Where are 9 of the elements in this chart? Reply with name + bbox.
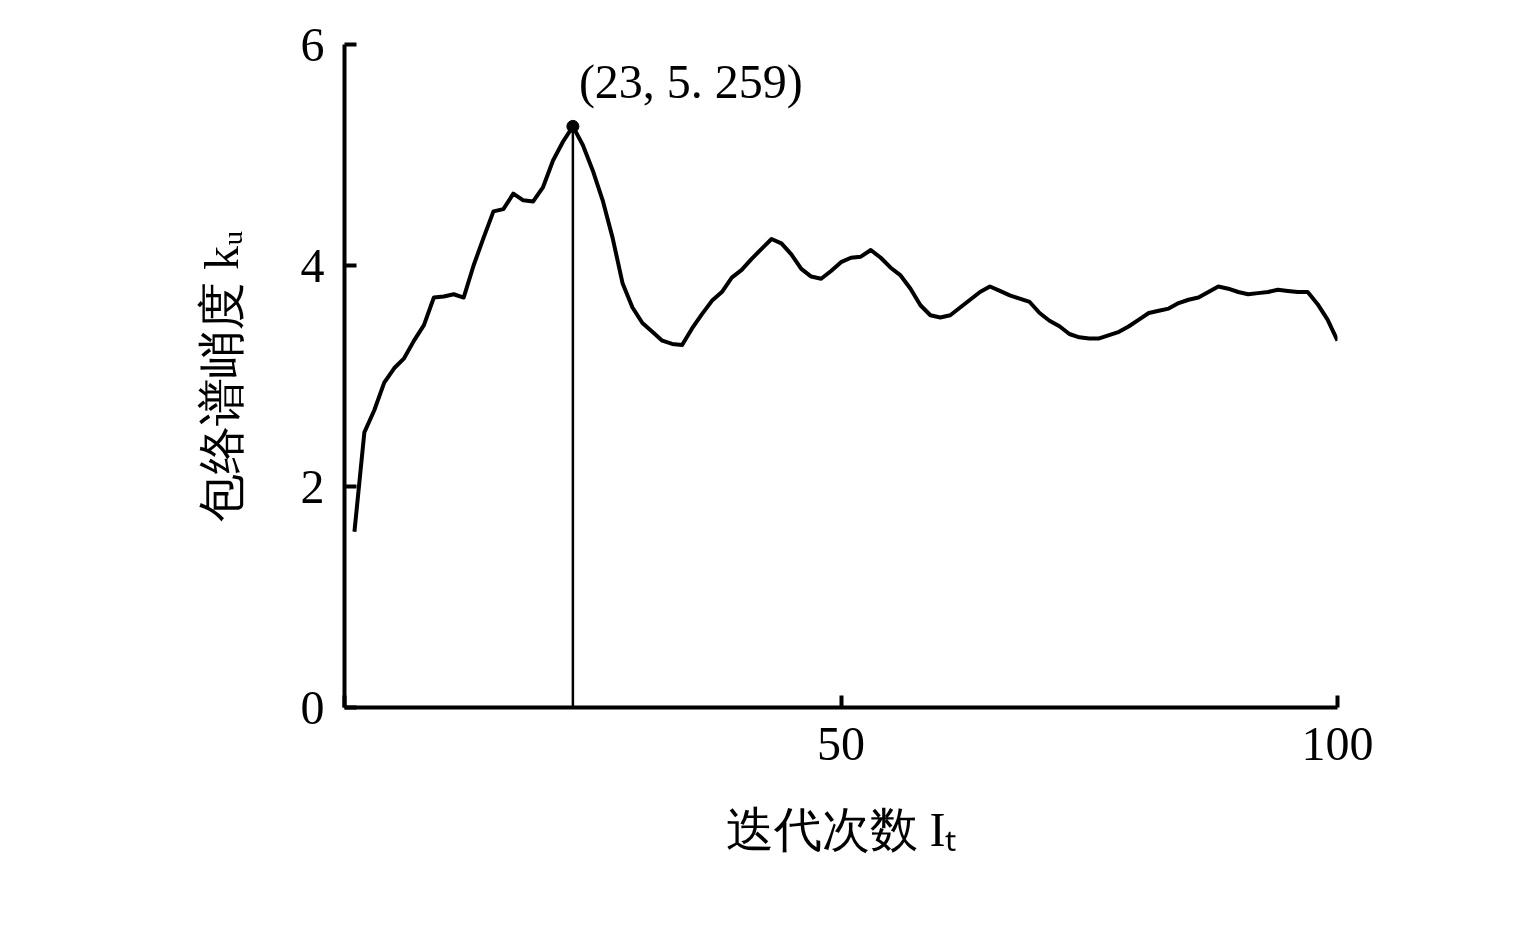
annotation: (23, 5. 259) bbox=[578, 55, 803, 110]
x-tick-label: 50 bbox=[817, 716, 865, 770]
y-tick-label: 6 bbox=[300, 17, 325, 71]
y-tick-label: 2 bbox=[300, 459, 325, 513]
y-axis-title: 包络谱峭度 kᵤ bbox=[194, 230, 248, 522]
x-axis-title: 迭代次数 Iₜ bbox=[725, 802, 957, 856]
y-tick-label: 4 bbox=[300, 238, 325, 292]
y-tick-label: 0 bbox=[300, 680, 325, 734]
x-tick-label: 100 bbox=[1301, 716, 1374, 770]
